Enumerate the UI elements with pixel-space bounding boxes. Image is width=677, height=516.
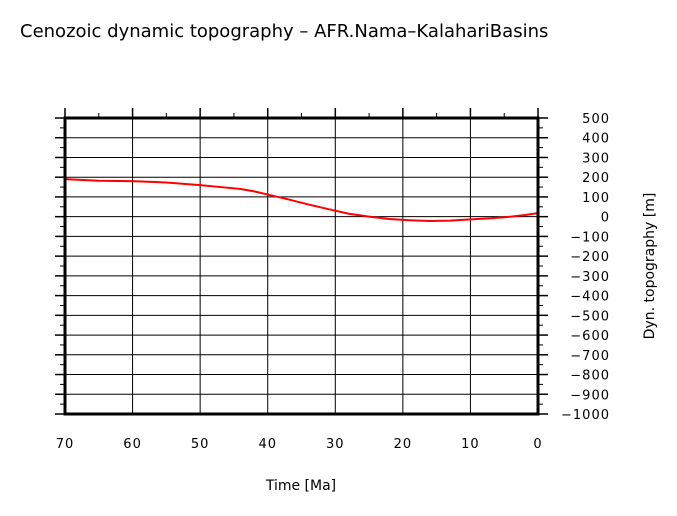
y-tick-label: −900	[570, 388, 610, 403]
x-tick-label: 10	[461, 437, 480, 452]
y-tick-label: 300	[582, 151, 610, 166]
y-tick-label: −1000	[561, 408, 610, 423]
series-line	[64, 178, 539, 223]
y-tick-label: 100	[582, 191, 610, 206]
y-tick-label: −300	[570, 270, 610, 285]
plot-frame	[63, 116, 540, 416]
ticks	[55, 108, 548, 415]
grid	[64, 117, 539, 415]
x-tick-label: 60	[123, 437, 142, 452]
x-tick-label: 50	[191, 437, 210, 452]
x-axis-label: Time [Ma]	[265, 478, 336, 494]
y-tick-label: 400	[582, 132, 610, 147]
y-tick-label: 200	[582, 171, 610, 186]
x-tick-label: 70	[56, 437, 75, 452]
x-tick-label: 40	[258, 437, 277, 452]
y-tick-label: 500	[582, 112, 610, 127]
chart-title: Cenozoic dynamic topography – AFR.Nama–K…	[20, 21, 548, 42]
y-tick-label: −800	[570, 369, 610, 384]
y-tick-label: −500	[570, 309, 610, 324]
x-tick-label: 30	[326, 437, 345, 452]
y-tick-label: −600	[570, 329, 610, 344]
y-tick-label: −400	[570, 290, 610, 305]
y-tick-label: −100	[570, 230, 610, 245]
x-tick-label: 0	[533, 437, 542, 452]
y-tick-label: −200	[570, 250, 610, 265]
y-tick-label: −700	[570, 349, 610, 364]
y-tick-label: 0	[601, 211, 610, 226]
y-axis-label: Dyn. topography [m]	[642, 193, 658, 340]
x-tick-label: 20	[394, 437, 413, 452]
